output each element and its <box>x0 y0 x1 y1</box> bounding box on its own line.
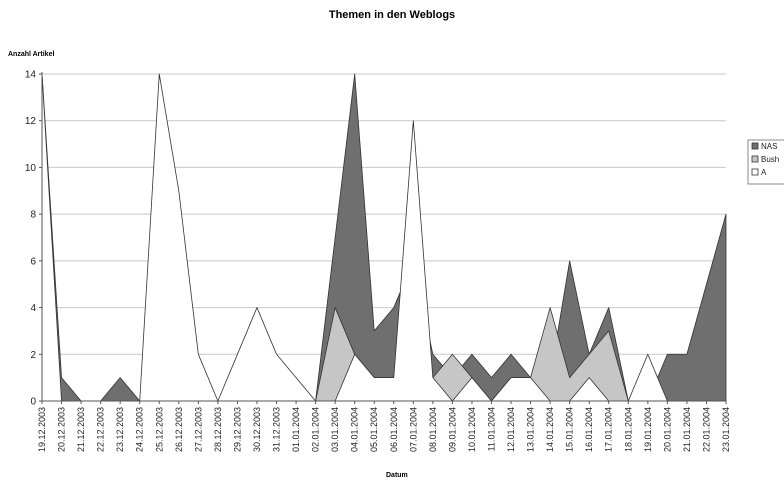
y-tick-label: 12 <box>25 116 37 127</box>
x-tick-label: 24.12.2003 <box>135 407 145 452</box>
x-tick-label: 07.01.2004 <box>408 407 418 452</box>
y-tick-label: 6 <box>30 256 36 267</box>
y-tick-label: 10 <box>25 163 37 174</box>
x-tick-label: 28.12.2003 <box>213 407 223 452</box>
legend-label: Bush <box>761 155 779 164</box>
y-tick-label: 8 <box>30 210 36 221</box>
x-tick-label: 13.01.2004 <box>526 407 536 452</box>
x-tick-label: 22.01.2004 <box>701 407 711 452</box>
x-tick-label: 21.12.2003 <box>76 407 86 452</box>
x-tick-label: 06.01.2004 <box>389 407 399 452</box>
x-tick-label: 03.01.2004 <box>330 407 340 452</box>
x-tick-label: 30.12.2003 <box>252 407 262 452</box>
legend-label: NAS <box>761 142 777 151</box>
y-tick-label: 2 <box>30 350 36 361</box>
x-tick-label: 16.01.2004 <box>584 407 594 452</box>
x-tick-label: 23.01.2004 <box>721 407 731 452</box>
x-tick-label: 10.01.2004 <box>467 407 477 452</box>
legend-swatch <box>751 168 759 176</box>
x-axis-label: Datum <box>386 472 408 479</box>
x-tick-label: 31.12.2003 <box>272 407 282 452</box>
y-tick-label: 14 <box>25 70 37 81</box>
x-tick-label: 18.01.2004 <box>623 407 633 452</box>
legend-label: A <box>761 168 767 177</box>
y-axis-label: Anzahl Artikel <box>8 51 55 58</box>
x-tick-label: 17.01.2004 <box>604 407 614 452</box>
x-tick-label: 27.12.2003 <box>193 407 203 452</box>
legend-swatch <box>751 142 759 150</box>
x-tick-label: 14.01.2004 <box>545 407 555 452</box>
x-tick-label: 26.12.2003 <box>174 407 184 452</box>
x-tick-label: 12.01.2004 <box>506 407 516 452</box>
x-tick-label: 19.12.2003 <box>37 407 47 452</box>
y-tick-label: 4 <box>30 303 36 314</box>
x-tick-label: 21.01.2004 <box>682 407 692 452</box>
x-tick-label: 04.01.2004 <box>350 407 360 452</box>
x-tick-label: 22.12.2003 <box>96 407 106 452</box>
x-tick-label: 15.01.2004 <box>565 407 575 452</box>
legend-swatch <box>751 155 759 163</box>
x-tick-label: 08.01.2004 <box>428 407 438 452</box>
y-tick-label: 0 <box>30 397 36 408</box>
x-tick-label: 29.12.2003 <box>232 407 242 452</box>
x-tick-label: 20.01.2004 <box>662 407 672 452</box>
x-tick-label: 23.12.2003 <box>115 407 125 452</box>
x-tick-label: 01.01.2004 <box>291 407 301 452</box>
x-tick-label: 02.01.2004 <box>311 407 321 452</box>
x-tick-label: 25.12.2003 <box>154 407 164 452</box>
x-tick-label: 05.01.2004 <box>369 407 379 452</box>
x-tick-label: 09.01.2004 <box>447 407 457 452</box>
x-tick-label: 20.12.2003 <box>57 407 67 452</box>
x-tick-label: 19.01.2004 <box>643 407 653 452</box>
chart-title: Themen in den Weblogs <box>328 9 456 21</box>
x-tick-label: 11.01.2004 <box>486 407 496 451</box>
